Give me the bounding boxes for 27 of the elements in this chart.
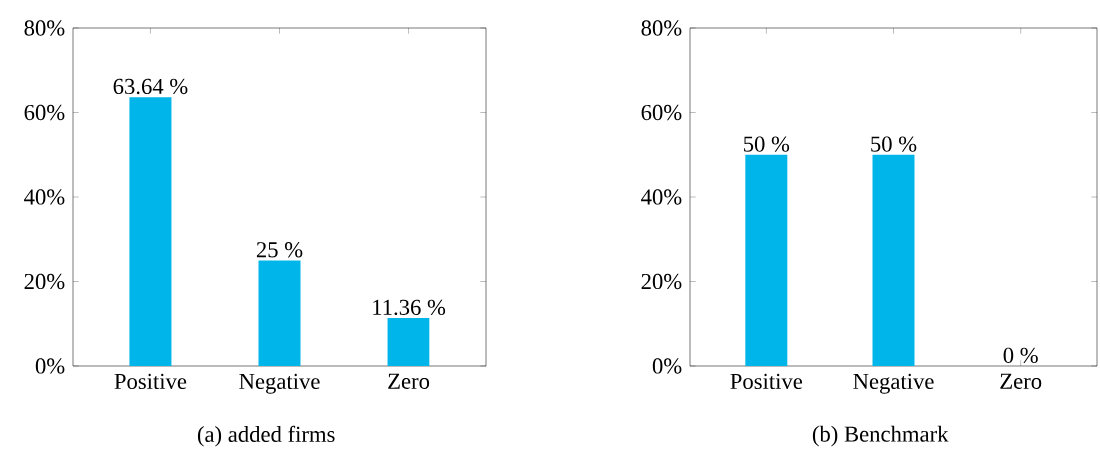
y-tick-label: 0%: [35, 358, 65, 374]
x-tick-label: Zero: [1000, 373, 1042, 389]
bar: [258, 260, 301, 366]
data-label: 0 %: [1003, 347, 1038, 364]
y-tick-label: 80%: [641, 20, 682, 36]
bar: [129, 97, 172, 366]
y-tick-label: 60%: [24, 104, 65, 121]
y-tick-label: 20%: [24, 273, 65, 290]
y-tick-label: 40%: [641, 189, 682, 205]
x-tick-label: Positive: [114, 373, 187, 390]
text: (a) added firms: [197, 425, 335, 447]
y-tick-label: 0%: [652, 358, 682, 374]
data-label: 25 %: [256, 242, 303, 258]
x-tick-label: Zero: [388, 373, 430, 389]
y-tick-label: 60%: [641, 104, 682, 121]
text: (b) Benchmark: [812, 425, 949, 447]
y-tick-label: 20%: [641, 273, 682, 290]
y-tick-label: 40%: [24, 189, 65, 205]
x-tick-label: Negative: [853, 373, 934, 394]
data-label: 50 %: [744, 136, 790, 152]
data-label: 63.64 %: [113, 78, 188, 95]
y-tick-label: 80%: [24, 20, 65, 36]
x-tick-label: Negative: [239, 373, 320, 394]
x-tick-label: Positive: [730, 373, 803, 390]
data-label: 11.36 %: [373, 299, 446, 316]
bar: [387, 318, 430, 366]
data-label: 50 %: [871, 136, 917, 152]
